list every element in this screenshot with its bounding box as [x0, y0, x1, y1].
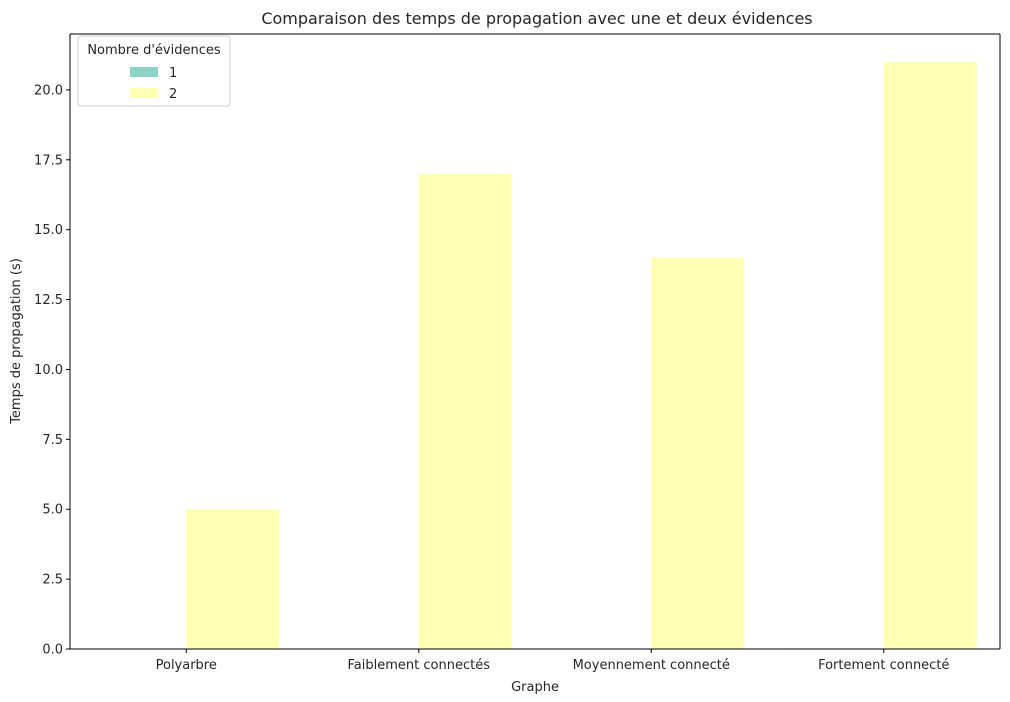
- y-tick-label: 0.0: [42, 643, 63, 658]
- y-tick-label: 20.0: [34, 83, 63, 98]
- bar-2-0: [186, 509, 280, 649]
- legend-swatch-2: [130, 88, 158, 98]
- x-tick-label: Moyennement connecté: [573, 658, 730, 673]
- chart-title: Comparaison des temps de propagation ave…: [261, 9, 812, 28]
- y-tick-label: 7.5: [42, 433, 63, 448]
- y-tick-label: 17.5: [34, 153, 63, 168]
- x-tick-label: Fortement connecté: [818, 658, 949, 673]
- y-tick-label: 12.5: [34, 293, 63, 308]
- legend-title: Nombre d'évidences: [87, 43, 221, 58]
- x-axis-label: Graphe: [511, 680, 559, 695]
- y-tick-label: 10.0: [34, 363, 63, 378]
- y-tick-label: 15.0: [34, 223, 63, 238]
- legend: Nombre d'évidences 1 2: [77, 35, 231, 107]
- legend-label-1: 1: [169, 66, 177, 81]
- x-tick-label: Faiblement connectés: [348, 658, 491, 673]
- plot-area: 0.0 2.5 5.0 7.5 10.0 12.5 15.0 17.5 20.0 Polyarbr…: [34, 33, 1001, 673]
- legend-label-2: 2: [169, 87, 177, 102]
- legend-swatch-1: [130, 67, 158, 77]
- y-tick-label: 5.0: [42, 503, 63, 518]
- y-tick-label: 2.5: [42, 573, 63, 588]
- bar-2-3: [883, 61, 977, 650]
- bar-2-1: [418, 173, 512, 650]
- y-axis-label: Temps de propagation (s): [9, 258, 24, 425]
- x-tick-label: Polyarbre: [156, 658, 217, 673]
- bar-2-2: [651, 257, 745, 649]
